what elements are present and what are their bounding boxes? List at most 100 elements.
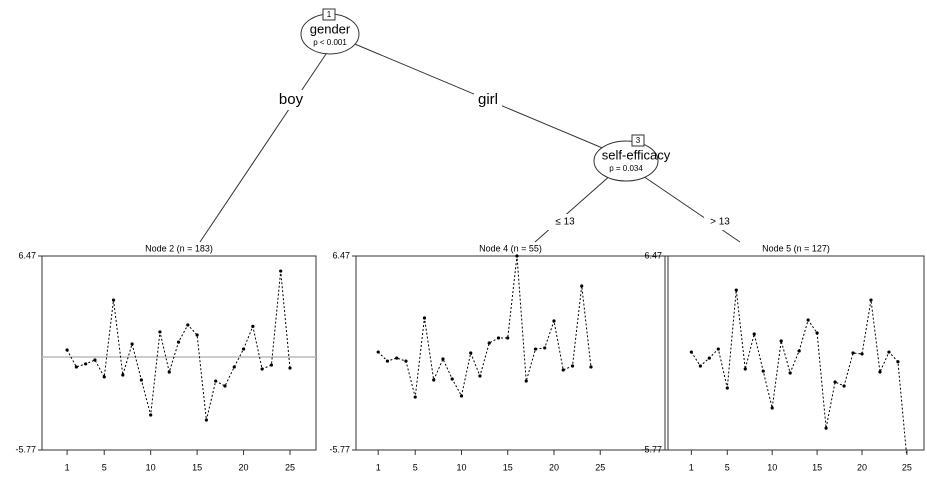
- edge: [534, 173, 613, 243]
- data-point: [851, 351, 855, 355]
- data-point: [725, 386, 729, 390]
- panel-box: [667, 255, 925, 451]
- data-point: [102, 375, 106, 379]
- data-point: [74, 365, 78, 369]
- panel-title: Node 4 (n = 55): [479, 243, 542, 253]
- data-point: [279, 269, 283, 273]
- data-point: [905, 457, 908, 460]
- data-point: [158, 330, 162, 334]
- y-tick-label: -5.77: [329, 444, 350, 454]
- x-tick-label: 15: [503, 462, 513, 472]
- x-tick-label: 20: [549, 462, 559, 472]
- node-p: p < 0.001: [313, 38, 347, 47]
- data-point: [580, 284, 584, 288]
- data-point: [441, 357, 445, 361]
- x-tick-label: 5: [413, 462, 418, 472]
- edge-label-bg: [474, 90, 502, 110]
- y-tick-label: -5.77: [15, 444, 36, 454]
- data-point: [65, 348, 69, 352]
- data-line: [377, 255, 592, 398]
- data-point: [459, 394, 464, 398]
- data-point: [251, 324, 255, 328]
- data-point: [195, 333, 199, 337]
- data-point: [770, 406, 774, 410]
- data-point: [869, 298, 873, 302]
- data-point: [524, 379, 528, 383]
- plot-area: [376, 254, 593, 399]
- x-tick-label: 5: [725, 462, 730, 472]
- x-tick-label: 1: [376, 462, 381, 472]
- panel-title: Node 5 (n = 127): [762, 243, 830, 253]
- edge-label-bg: [548, 214, 580, 230]
- data-point: [232, 365, 236, 369]
- data-point: [543, 346, 547, 350]
- data-point: [241, 347, 246, 351]
- data-point: [121, 373, 125, 377]
- x-tick-label: 25: [285, 462, 295, 472]
- data-point: [214, 379, 218, 383]
- data-point: [833, 380, 837, 384]
- x-tick-label: 15: [812, 462, 822, 472]
- plot-area: [689, 288, 908, 460]
- panel-title: Node 2 (n = 183): [145, 243, 213, 253]
- x-tick-label: 1: [689, 462, 694, 472]
- data-point: [469, 351, 473, 355]
- x-tick-label: 10: [456, 462, 466, 472]
- data-point: [93, 358, 97, 362]
- y-tick-label: -5.77: [641, 444, 662, 454]
- x-tick-label: 5: [102, 462, 107, 472]
- data-point: [422, 316, 427, 320]
- data-point: [824, 426, 828, 430]
- edge-label-bg: [704, 214, 736, 230]
- y-tick-label: 6.47: [644, 250, 662, 260]
- data-point: [496, 336, 501, 340]
- data-line: [66, 271, 291, 421]
- data-point: [111, 298, 116, 302]
- data-point: [487, 341, 491, 345]
- data-point: [797, 349, 801, 353]
- y-tick-label: 6.47: [332, 250, 350, 260]
- x-tick-label: 20: [857, 462, 867, 472]
- data-point: [716, 347, 720, 351]
- panel-box: [41, 255, 317, 451]
- edge-label-bg: [280, 90, 308, 110]
- data-point: [506, 336, 510, 340]
- data-point: [707, 356, 711, 360]
- node-id: 1: [327, 10, 332, 19]
- node-ellipse: [593, 140, 659, 182]
- y-tick-label: 6.47: [18, 250, 36, 260]
- edge: [639, 173, 741, 243]
- data-point: [887, 350, 891, 354]
- data-point: [269, 363, 274, 367]
- data-point: [84, 362, 88, 366]
- x-tick-label: 10: [146, 462, 156, 472]
- data-point: [561, 368, 565, 372]
- edge-label: ≤ 13: [555, 217, 575, 228]
- data-point: [533, 347, 538, 351]
- data-point: [806, 318, 810, 322]
- data-point: [223, 384, 227, 388]
- data-point: [478, 374, 482, 378]
- data-point: [130, 342, 134, 346]
- data-point: [878, 370, 882, 374]
- data-point: [896, 360, 900, 364]
- node-p: p = 0.034: [609, 164, 643, 173]
- node-id-box: [631, 134, 645, 147]
- data-point: [743, 367, 747, 371]
- data-point: [204, 418, 208, 422]
- data-point: [570, 364, 575, 368]
- x-tick-label: 1: [65, 462, 70, 472]
- node-id-box: [322, 8, 336, 21]
- node-label: gender: [310, 21, 351, 36]
- data-point: [404, 359, 408, 363]
- data-point: [515, 254, 519, 258]
- data-point: [761, 369, 765, 373]
- data-point: [385, 359, 390, 363]
- data-point: [450, 377, 454, 381]
- data-point: [288, 366, 292, 370]
- x-tick-label: 10: [767, 462, 777, 472]
- data-point: [139, 378, 143, 382]
- data-point: [842, 384, 846, 388]
- data-point: [395, 356, 399, 360]
